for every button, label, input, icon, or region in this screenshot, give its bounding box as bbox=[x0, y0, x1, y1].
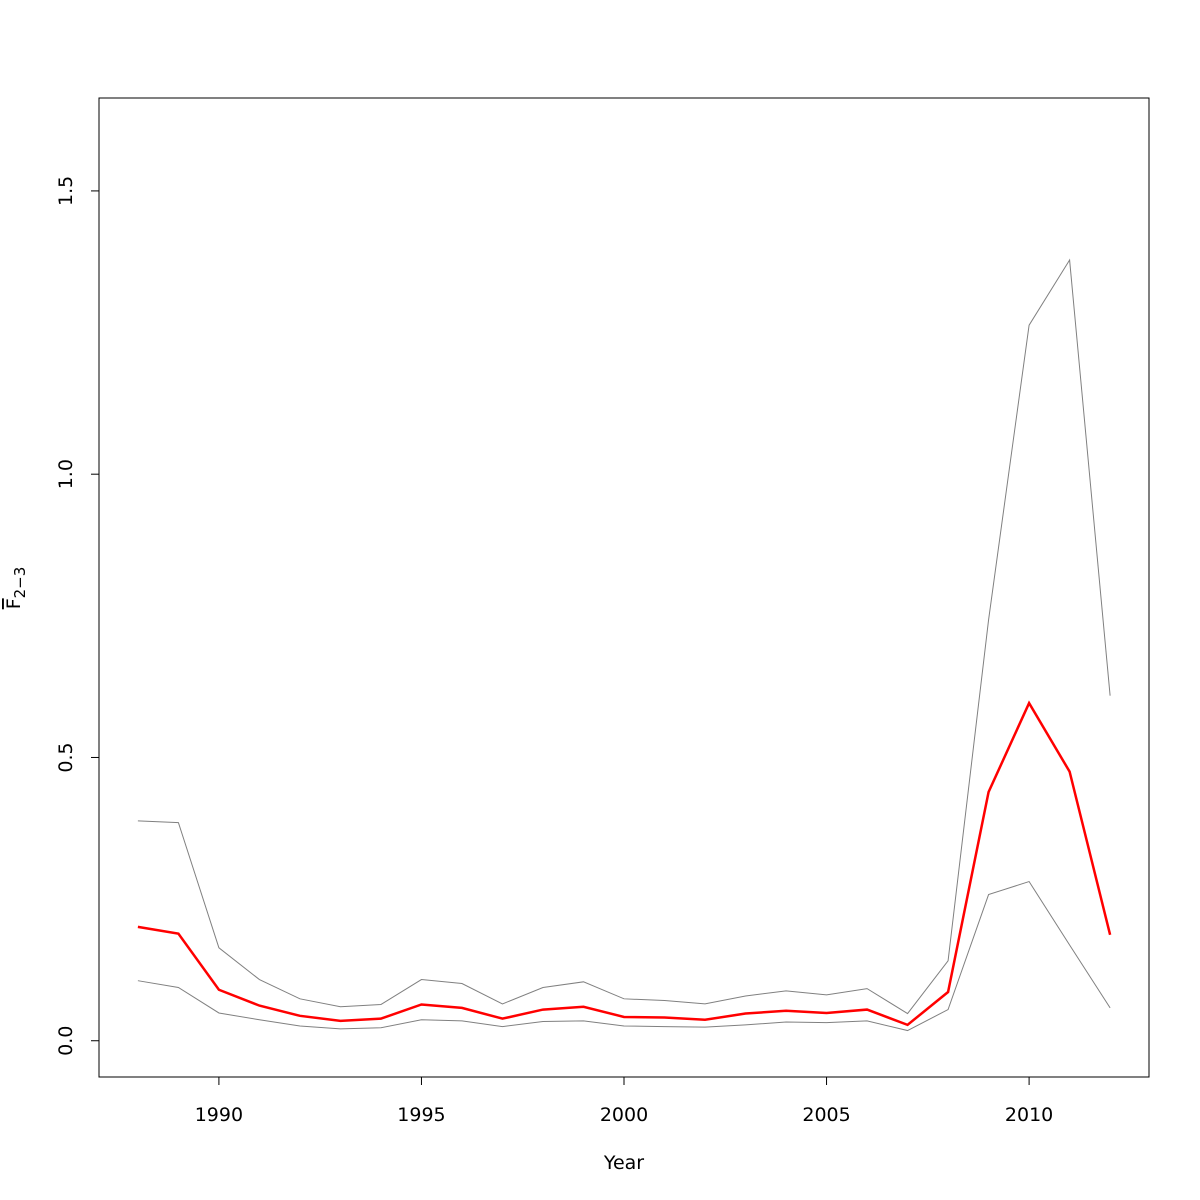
plot-box bbox=[98, 97, 1150, 1078]
y-axis-label-sub: 2−3 bbox=[11, 567, 29, 599]
x-tick-label: 1990 bbox=[195, 1104, 243, 1126]
series-line bbox=[137, 258, 1111, 1015]
x-tick-label: 2010 bbox=[1005, 1104, 1053, 1126]
y-tick-label: 1.5 bbox=[55, 176, 77, 206]
x-tick-label: 2005 bbox=[802, 1104, 850, 1126]
series-line bbox=[137, 880, 1111, 1032]
x-tick-label: 1995 bbox=[397, 1104, 445, 1126]
x-axis-label: Year bbox=[603, 1152, 644, 1174]
series-line bbox=[137, 700, 1112, 1027]
y-tick-label: 0.0 bbox=[55, 1026, 77, 1056]
y-tick-label: 1.0 bbox=[55, 459, 77, 489]
x-tick-label: 2000 bbox=[600, 1104, 648, 1126]
y-tick-label: 0.5 bbox=[55, 742, 77, 772]
y-axis-label-main: F bbox=[3, 598, 25, 609]
y-axis-label: F2−3 bbox=[3, 567, 29, 610]
